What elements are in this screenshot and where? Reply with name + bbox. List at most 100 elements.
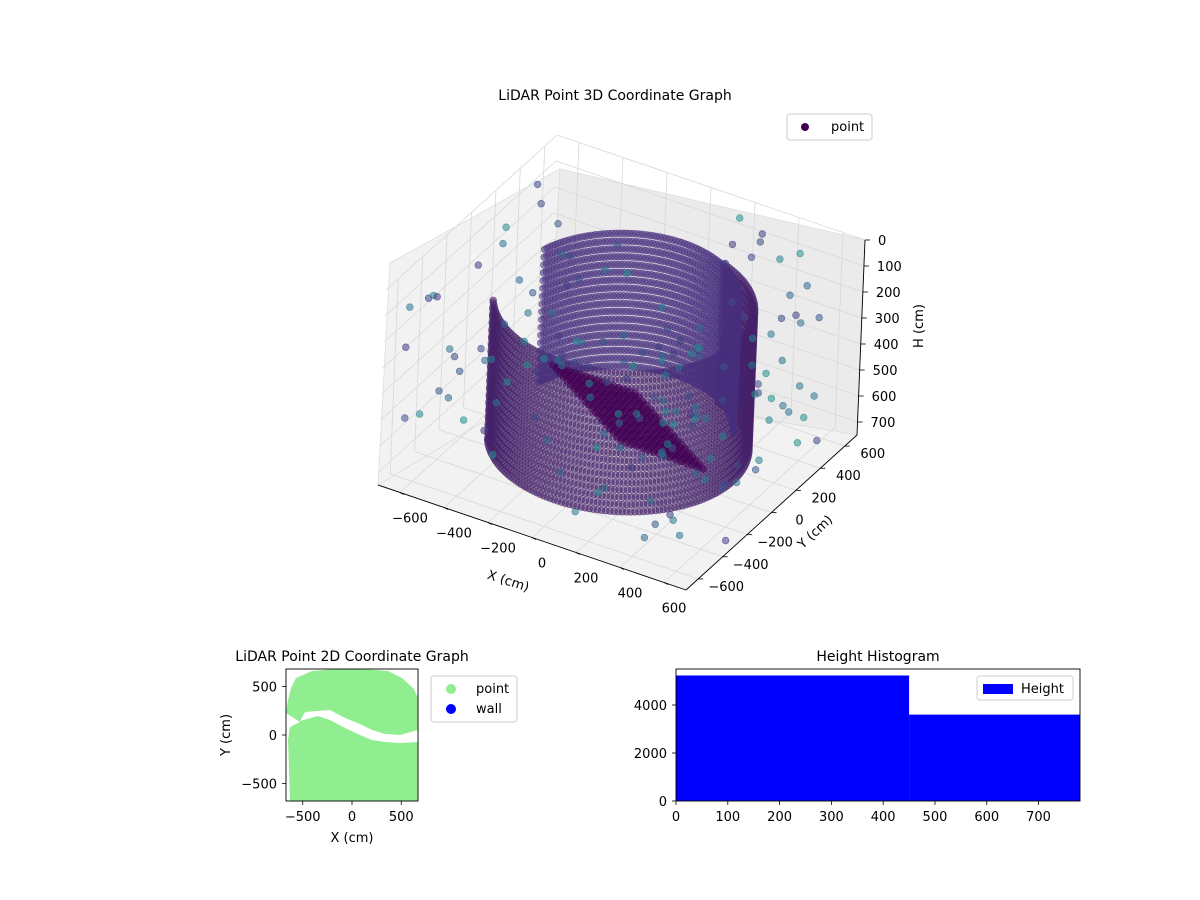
data-point-3d	[613, 241, 622, 250]
x-tick-label-3d: −600	[392, 512, 428, 527]
data-point-3d	[455, 367, 464, 375]
data-point-3d	[691, 403, 700, 411]
x-tick-label-3d: 200	[574, 572, 599, 587]
data-point-3d	[575, 275, 583, 283]
grid-line-3d	[414, 256, 424, 452]
grid-line-3d	[383, 186, 556, 343]
data-point-3d	[528, 289, 537, 297]
data-point-3d	[531, 413, 539, 421]
data-point-3d	[758, 230, 766, 238]
data-point-3d	[600, 430, 608, 438]
y-axis-label-2d: Y (cm)	[219, 714, 234, 757]
data-point-3d	[669, 420, 678, 428]
data-point-3d	[629, 362, 637, 370]
x-tick-label-histogram: 500	[923, 810, 948, 825]
data-point-3d	[540, 355, 548, 363]
x-tick-label-2d: −500	[285, 810, 321, 825]
data-point-3d	[537, 323, 546, 332]
data-point-3d	[548, 309, 557, 317]
data-point-3d	[487, 355, 496, 363]
data-point-3d	[686, 410, 695, 418]
grid-line-3d	[463, 212, 472, 408]
data-point-3d	[446, 345, 454, 353]
data-point-3d	[779, 402, 787, 410]
data-point-3d	[662, 407, 670, 415]
data-point-3d	[762, 369, 770, 378]
data-point-3d	[658, 356, 666, 365]
legend-3d-marker	[801, 123, 809, 131]
grid-line-3d	[380, 264, 552, 421]
data-point-3d	[623, 375, 631, 383]
data-point-3d	[707, 454, 715, 463]
data-point-3d	[503, 378, 511, 386]
grid-line-3d	[555, 160, 865, 267]
data-point-3d	[756, 238, 764, 246]
data-point-3d	[406, 303, 414, 311]
data-point-3d	[435, 387, 443, 395]
data-point-3d	[699, 465, 707, 473]
grid-line-3d	[389, 278, 399, 474]
grid-line-3d	[384, 160, 557, 317]
y-tick-label-histogram: 0	[659, 795, 667, 810]
data-point-3d	[533, 367, 541, 375]
grid-line-3d	[438, 234, 448, 430]
data-point-3d	[542, 436, 551, 445]
y-tick-label-2d: 0	[269, 729, 277, 744]
data-point-3d	[570, 358, 579, 366]
legend-histogram-swatch	[983, 684, 1013, 694]
data-point-3d	[554, 220, 562, 228]
data-point-3d	[638, 453, 646, 461]
data-point-3d	[702, 414, 710, 423]
data-point-3d	[492, 399, 501, 407]
histogram-bar	[676, 675, 910, 801]
y-tick-label-2d: 500	[252, 680, 277, 695]
data-point-3d	[433, 293, 441, 301]
data-point-3d	[767, 330, 775, 338]
data-point-3d	[740, 313, 749, 321]
data-point-3d	[592, 443, 601, 451]
legend-2d-point-marker	[446, 684, 456, 694]
data-point-3d	[538, 308, 546, 316]
z-tick-label-3d: 300	[875, 312, 900, 327]
data-point-3d	[651, 520, 659, 528]
data-point-3d	[558, 351, 566, 359]
legend-2d-wall-label: wall	[476, 702, 502, 717]
y-tick-label-3d: 600	[860, 447, 885, 462]
data-point-3d	[685, 392, 693, 401]
data-point-3d	[778, 356, 786, 365]
data-point-3d	[765, 416, 773, 424]
point-cloud-3d	[401, 180, 823, 545]
data-point-3d	[563, 281, 571, 290]
x-tick-label-2d: 500	[389, 810, 414, 825]
data-point-3d	[474, 261, 482, 269]
data-point-3d	[586, 393, 594, 401]
data-point-3d	[537, 315, 546, 324]
data-point-3d	[538, 300, 546, 308]
data-point-3d	[735, 214, 744, 222]
data-point-3d	[675, 363, 683, 372]
data-point-3d	[401, 414, 409, 422]
z-tick-label-3d: 600	[872, 390, 897, 405]
data-point-3d	[754, 389, 762, 397]
data-point-3d	[786, 291, 794, 299]
data-point-3d	[815, 313, 823, 322]
data-point-3d	[688, 422, 697, 430]
data-point-3d	[538, 292, 547, 300]
z-tick-label-3d: 700	[871, 416, 896, 431]
scatter-2d-area	[286, 669, 418, 801]
data-point-3d	[615, 419, 623, 427]
x-tick-label-histogram: 200	[767, 810, 792, 825]
data-point-3d	[539, 269, 548, 277]
y-tick-label-3d: −400	[733, 558, 769, 573]
data-point-3d	[515, 276, 524, 284]
data-point-3d	[536, 339, 545, 347]
z-tick-label-3d: 100	[877, 260, 902, 275]
grid-line-3d	[379, 290, 551, 447]
data-point-3d	[748, 361, 756, 369]
z-tick-label-3d: 200	[876, 286, 901, 301]
y-tick-label-3d: −200	[757, 536, 793, 551]
data-point-3d	[600, 484, 609, 492]
x-tick-label-3d: −200	[480, 542, 516, 557]
data-point-3d	[732, 478, 741, 487]
subplot-3d: LiDAR Point 3D Coordinate Graph −600 −400…	[377, 88, 927, 617]
